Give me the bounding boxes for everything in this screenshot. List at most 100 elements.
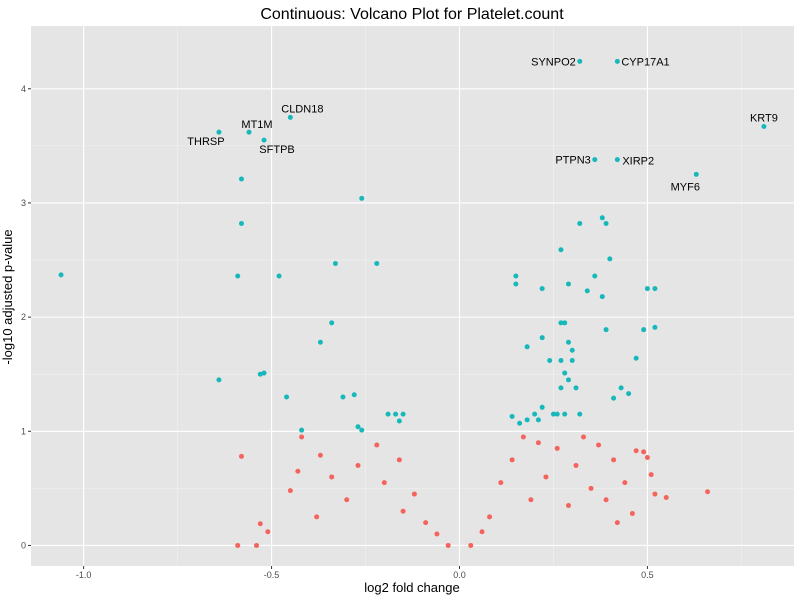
- significant-point: [569, 347, 575, 353]
- significant-point: [317, 339, 323, 345]
- grid-lines: [31, 26, 794, 566]
- significant-point: [554, 411, 560, 417]
- significant-point: [517, 420, 523, 426]
- x-tick-label: 0.5: [641, 570, 654, 580]
- significant-point: [513, 281, 519, 287]
- nonsignificant-point: [543, 474, 549, 480]
- nonsignificant-point: [554, 445, 560, 451]
- significant-point: [573, 385, 579, 391]
- x-tick-label: -1.0: [76, 570, 92, 580]
- significant-point: [618, 385, 624, 391]
- significant-point: [592, 157, 598, 163]
- nonsignificant-point: [355, 463, 361, 469]
- gene-label-cldn18: CLDN18: [281, 103, 323, 115]
- significant-point: [547, 358, 553, 364]
- gene-label-myf6: MYF6: [671, 181, 700, 193]
- y-tick-label: 2: [21, 312, 26, 322]
- significant-point: [257, 371, 263, 377]
- nonsignificant-point: [396, 457, 402, 463]
- nonsignificant-point: [295, 468, 301, 474]
- significant-point: [539, 335, 545, 341]
- nonsignificant-point: [633, 448, 639, 454]
- nonsignificant-point: [235, 542, 241, 548]
- nonsignificant-point: [603, 497, 609, 503]
- nonsignificant-point: [411, 491, 417, 497]
- significant-point: [652, 324, 658, 330]
- significant-point: [287, 114, 293, 120]
- significant-point: [641, 327, 647, 333]
- nonsignificant-point: [400, 508, 406, 514]
- nonsignificant-point: [528, 497, 534, 503]
- nonsignificant-point: [565, 502, 571, 508]
- nonsignificant-point: [641, 449, 647, 455]
- significant-point: [359, 195, 365, 201]
- nonsignificant-point: [238, 453, 244, 459]
- significant-point: [633, 355, 639, 361]
- significant-point: [509, 413, 515, 419]
- nonsignificant-point: [648, 472, 654, 478]
- significant-point: [558, 358, 564, 364]
- nonsignificant-point: [535, 440, 541, 446]
- significant-point: [607, 256, 613, 262]
- significant-point: [599, 294, 605, 300]
- nonsignificant-point: [596, 442, 602, 448]
- significant-point: [299, 427, 305, 433]
- significant-point: [284, 394, 290, 400]
- y-tick-label: 4: [21, 84, 26, 94]
- significant-point: [359, 427, 365, 433]
- significant-point: [644, 286, 650, 292]
- significant-point: [614, 157, 620, 163]
- significant-point: [238, 176, 244, 182]
- x-tick-label: -0.5: [264, 570, 280, 580]
- gene-labels: SYNPO2 CYP17A1 KRT9 CLDN18 THRSP MT1M SFTPB PTP…: [187, 56, 778, 193]
- significant-point: [524, 417, 530, 423]
- significant-point: [558, 385, 564, 391]
- significant-point: [216, 377, 222, 383]
- x-axis-title: log2 fold change: [364, 580, 459, 595]
- significant-point: [693, 171, 699, 177]
- nonsignificant-point: [434, 531, 440, 537]
- nonsignificant-point: [254, 542, 260, 548]
- significant-point: [513, 273, 519, 279]
- significant-point: [329, 320, 335, 326]
- significant-point: [396, 418, 402, 424]
- significant-point: [577, 411, 583, 417]
- significant-point: [351, 392, 357, 398]
- significant-point: [524, 344, 530, 350]
- y-tick-label: 1: [21, 426, 26, 436]
- significant-point: [532, 411, 538, 417]
- nonsignificant-point: [468, 542, 474, 548]
- nonsignificant-point: [314, 514, 320, 520]
- nonsignificant-point: [652, 491, 658, 497]
- nonsignificant-point: [573, 463, 579, 469]
- nonsignificant-point: [705, 489, 711, 495]
- nonsignificant-point: [629, 510, 635, 516]
- significant-point: [761, 123, 767, 129]
- significant-point: [611, 395, 617, 401]
- nonsignificant-point: [329, 474, 335, 480]
- significant-point: [565, 281, 571, 287]
- significant-point: [565, 339, 571, 345]
- significant-point: [332, 260, 338, 266]
- y-tick-label: 3: [21, 198, 26, 208]
- gene-label-ptpn3: PTPN3: [555, 155, 590, 167]
- plot-panel: [31, 26, 794, 566]
- nonsignificant-point: [374, 442, 380, 448]
- significant-point: [562, 370, 568, 376]
- significant-point: [603, 221, 609, 227]
- significant-point: [246, 129, 252, 135]
- significant-point: [592, 273, 598, 279]
- significant-point: [584, 288, 590, 294]
- significant-point: [238, 221, 244, 227]
- significant-point: [276, 273, 282, 279]
- nonsignificant-point: [509, 457, 515, 463]
- gene-label-cyp17a1: CYP17A1: [621, 56, 669, 68]
- significant-point: [577, 58, 583, 64]
- significant-point: [569, 358, 575, 364]
- gene-label-xirp2: XIRP2: [622, 156, 654, 168]
- significant-point: [626, 391, 632, 397]
- gene-label-synpo2: SYNPO2: [531, 56, 576, 68]
- nonsignificant-point: [423, 520, 429, 526]
- nonsignificant-point: [479, 529, 485, 535]
